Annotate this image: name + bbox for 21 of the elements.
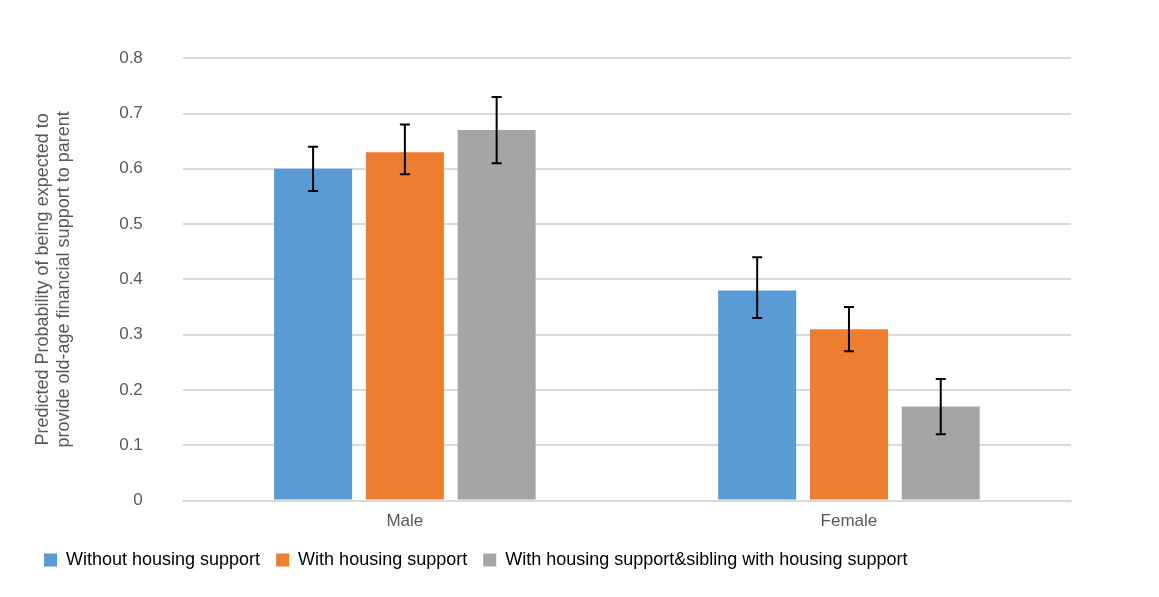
- bar: [901, 406, 980, 500]
- legend-label: Without housing support: [66, 548, 261, 569]
- y-axis-title: Predicted Probability of being expected to provide old-age financial support to parent: [31, 111, 74, 448]
- legend-label: With housing support: [298, 548, 468, 569]
- bar: [718, 290, 797, 500]
- y-tick-label: 0.2: [119, 379, 143, 399]
- bar: [457, 130, 536, 500]
- bar: [274, 168, 353, 500]
- y-tick-label: 0.5: [119, 213, 143, 233]
- x-tick-label: Female: [820, 511, 878, 531]
- y-tick-label: 0.3: [119, 324, 143, 344]
- x-tick-label: Male: [386, 511, 424, 531]
- y-tick-label: 0.4: [119, 269, 143, 289]
- y-tick-label: 0.8: [119, 47, 143, 67]
- bar: [809, 329, 888, 500]
- y-tick-label: 0.1: [119, 434, 143, 454]
- y-tick-label: 0.6: [119, 158, 143, 178]
- bar: [365, 152, 444, 500]
- y-tick-label: 0: [133, 490, 143, 510]
- legend-label: With housing support&sibling with housing support: [505, 548, 908, 569]
- y-tick-label: 0.7: [119, 103, 143, 123]
